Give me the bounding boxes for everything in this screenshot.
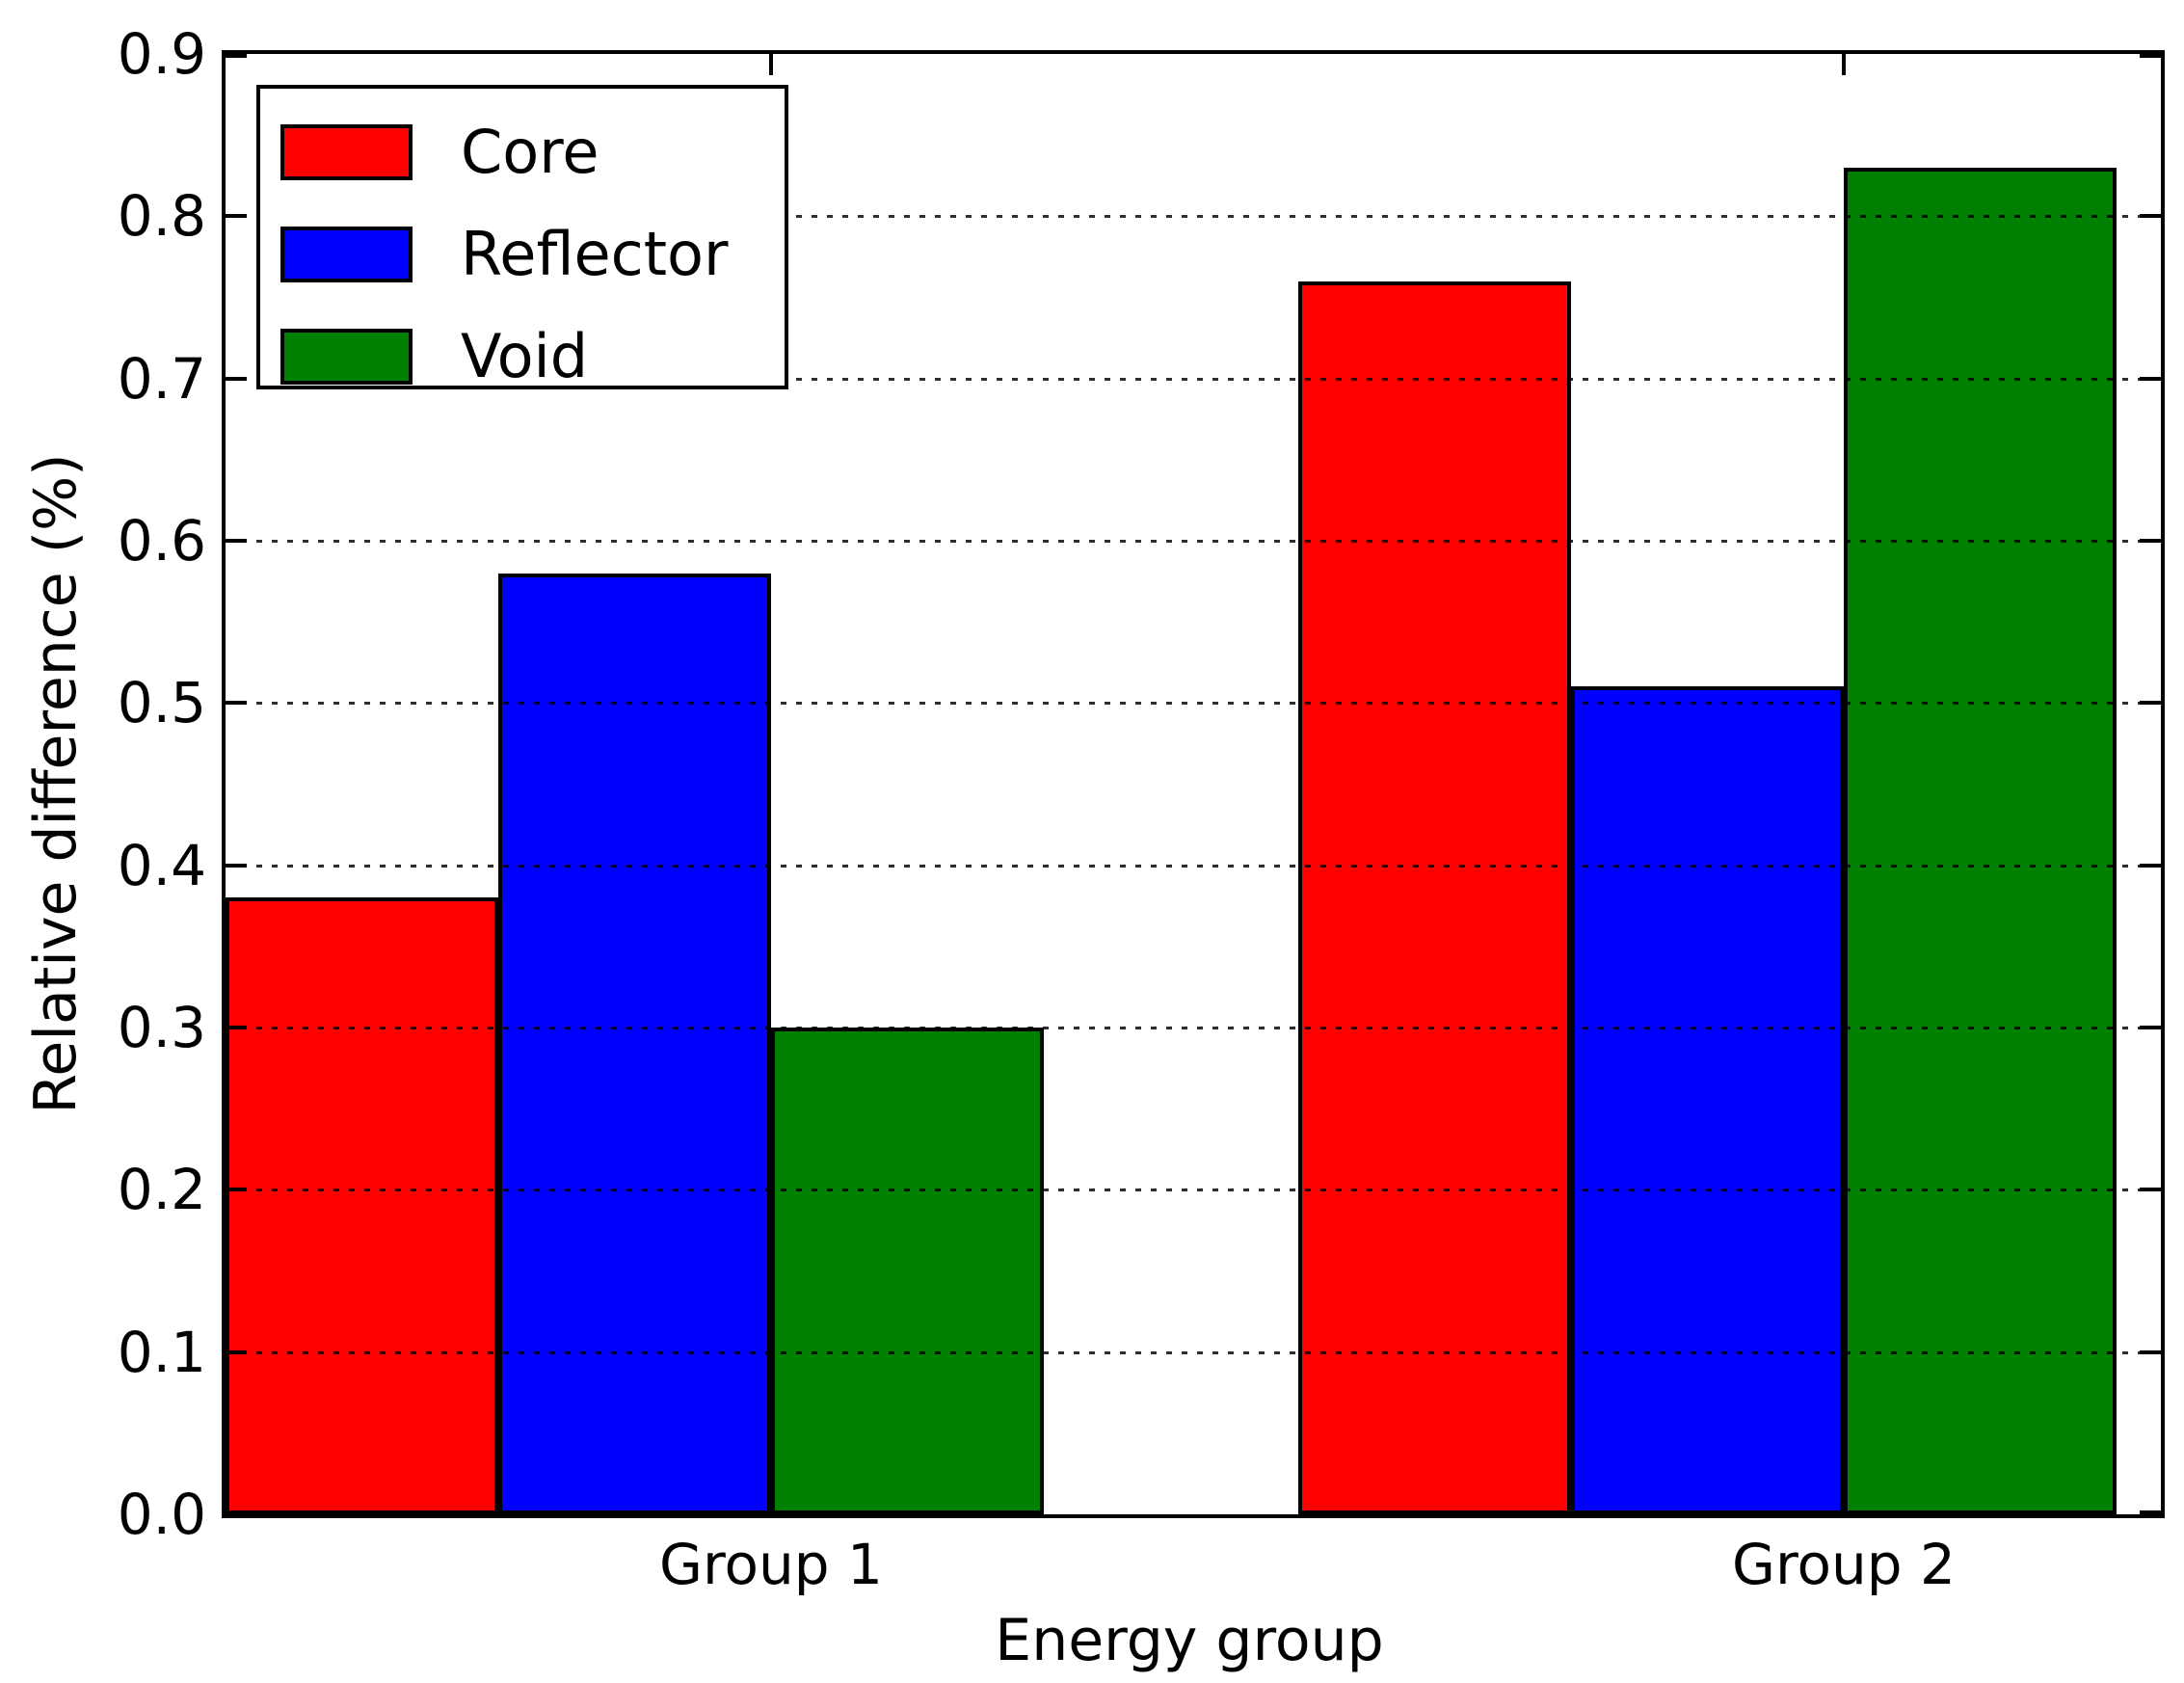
y-tick-mark-left-0.6 xyxy=(226,539,247,543)
legend: Core Reflector Void xyxy=(256,85,788,389)
y-tick-mark-right-0.5 xyxy=(2140,701,2161,705)
legend-swatch-core xyxy=(280,124,413,180)
y-tick-mark-left-0.2 xyxy=(226,1188,247,1191)
legend-swatch-reflector xyxy=(280,227,413,282)
bar-void-group-2 xyxy=(1844,168,2117,1514)
y-axis-title: Relative difference (%) xyxy=(22,453,90,1114)
gridline-0.6 xyxy=(226,540,2161,543)
y-tick-mark-left-0.1 xyxy=(226,1350,247,1354)
x-tick-mark-top-group-1 xyxy=(769,54,773,75)
ytick-label-0.2: 0.2 xyxy=(117,1157,206,1222)
ytick-label-0.9: 0.9 xyxy=(117,21,206,87)
bar-core-group-2 xyxy=(1298,281,1571,1514)
y-tick-mark-right-0.1 xyxy=(2140,1350,2161,1354)
gridline-0.2 xyxy=(226,1189,2161,1191)
bar-core-group-1 xyxy=(226,897,498,1514)
gridline-0.7 xyxy=(226,378,2161,381)
gridline-0.3 xyxy=(226,1027,2161,1029)
ytick-label-0.4: 0.4 xyxy=(117,833,206,898)
x-tick-mark-bottom-group-1 xyxy=(769,1493,773,1514)
y-tick-mark-right-0.3 xyxy=(2140,1026,2161,1029)
y-tick-mark-right-0.2 xyxy=(2140,1188,2161,1191)
gridline-0.1 xyxy=(226,1351,2161,1354)
y-tick-mark-right-0.6 xyxy=(2140,539,2161,543)
ytick-label-0.8: 0.8 xyxy=(117,183,206,249)
y-tick-mark-left-0.9 xyxy=(226,54,247,58)
legend-label-void: Void xyxy=(461,321,589,391)
y-tick-mark-left-0.4 xyxy=(226,864,247,868)
y-tick-mark-left-0.3 xyxy=(226,1026,247,1029)
y-tick-mark-left-0.7 xyxy=(226,377,247,381)
legend-row-core: Core xyxy=(280,121,785,183)
gridline-0.5 xyxy=(226,702,2161,705)
legend-label-reflector: Reflector xyxy=(461,219,729,289)
legend-swatch-void xyxy=(280,329,413,385)
bar-void-group-1 xyxy=(771,1028,1044,1514)
y-tick-mark-right-0.8 xyxy=(2140,214,2161,218)
ytick-label-0.3: 0.3 xyxy=(117,995,206,1060)
gridline-0.8 xyxy=(226,215,2161,218)
legend-row-void: Void xyxy=(280,326,785,387)
xtick-label-group-2: Group 2 xyxy=(1732,1532,1956,1597)
ytick-label-0.0: 0.0 xyxy=(117,1482,206,1547)
y-tick-mark-left-0.8 xyxy=(226,214,247,218)
gridline-0.4 xyxy=(226,865,2161,868)
ytick-label-0.7: 0.7 xyxy=(117,346,206,412)
y-tick-mark-right-0.0 xyxy=(2140,1510,2161,1514)
x-tick-mark-top-group-2 xyxy=(1842,54,1846,75)
bar-reflector-group-2 xyxy=(1571,686,1844,1514)
y-tick-mark-left-0.5 xyxy=(226,701,247,705)
ytick-label-0.6: 0.6 xyxy=(117,508,206,574)
xtick-label-group-1: Group 1 xyxy=(659,1532,883,1597)
y-tick-mark-left-0.0 xyxy=(226,1510,247,1514)
y-tick-mark-right-0.9 xyxy=(2140,54,2161,58)
y-tick-mark-right-0.4 xyxy=(2140,864,2161,868)
ytick-label-0.5: 0.5 xyxy=(117,670,206,735)
plot-area xyxy=(222,50,2165,1518)
bar-reflector-group-1 xyxy=(498,574,771,1514)
legend-label-core: Core xyxy=(461,117,599,187)
x-tick-mark-bottom-group-2 xyxy=(1842,1493,1846,1514)
ytick-label-0.1: 0.1 xyxy=(117,1320,206,1385)
x-axis-title: Energy group xyxy=(995,1607,1384,1674)
y-tick-mark-right-0.7 xyxy=(2140,377,2161,381)
legend-row-reflector: Reflector xyxy=(280,224,785,285)
